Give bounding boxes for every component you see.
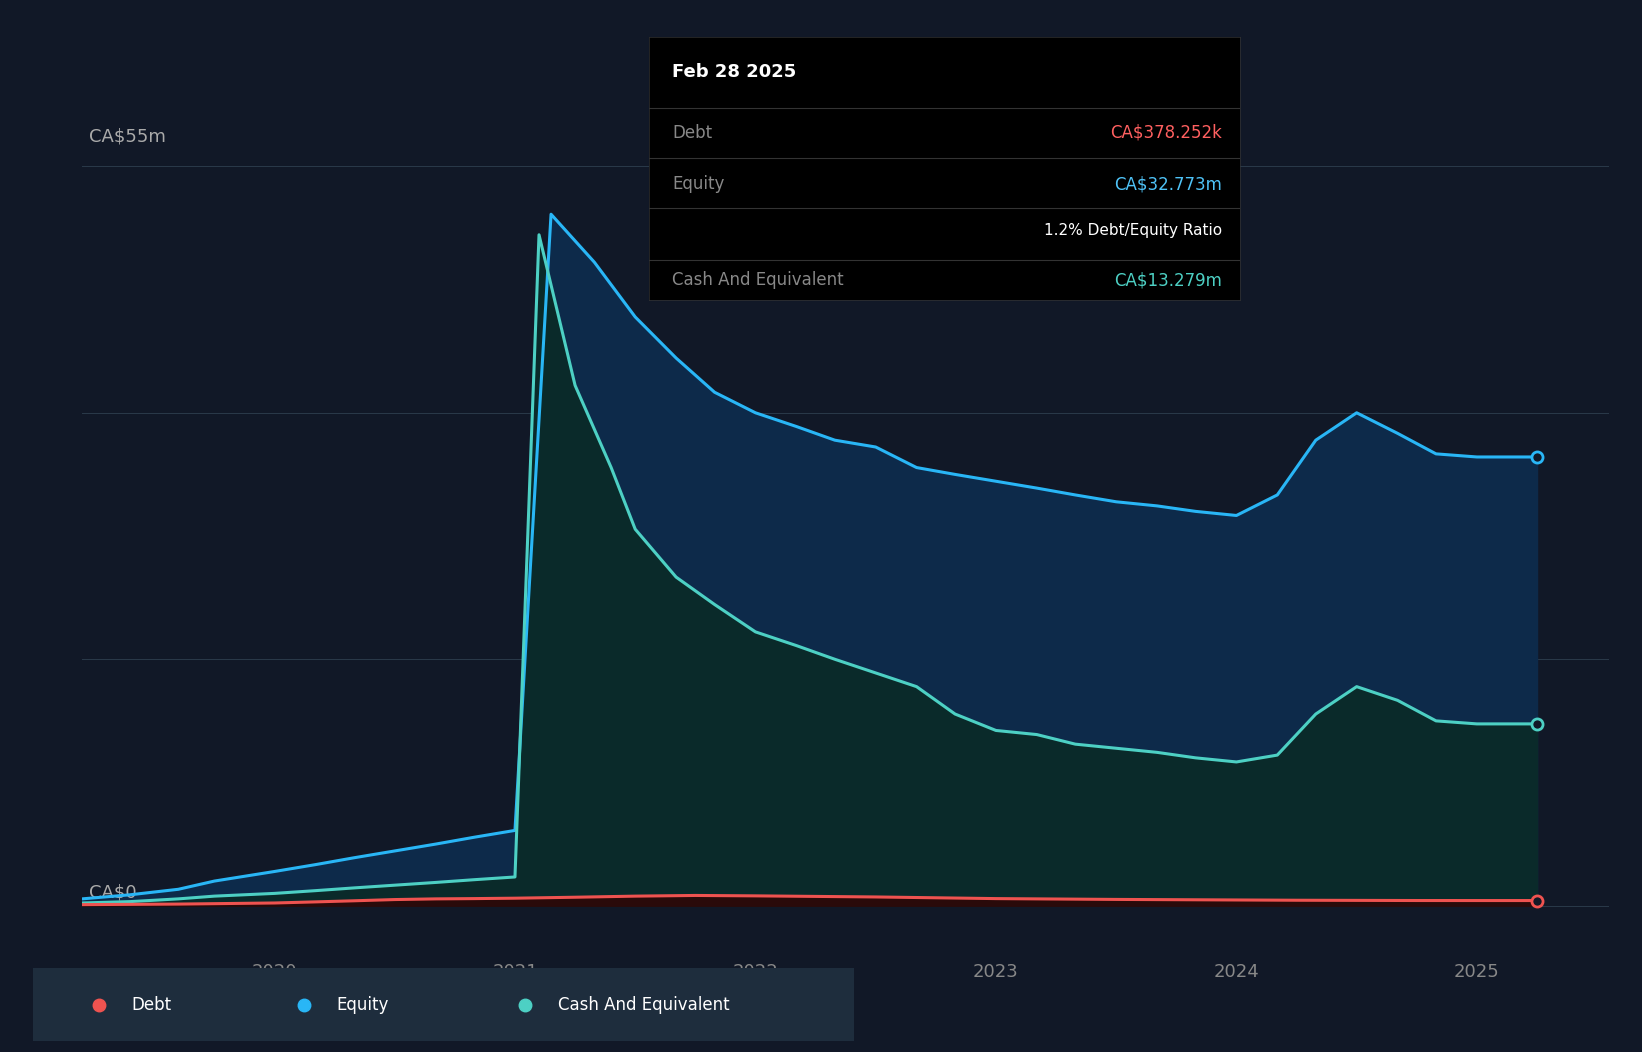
Text: CA$32.773m: CA$32.773m (1115, 175, 1222, 194)
Text: CA$378.252k: CA$378.252k (1110, 124, 1222, 142)
Text: Debt: Debt (131, 995, 171, 1014)
Text: Cash And Equivalent: Cash And Equivalent (558, 995, 731, 1014)
Text: Cash And Equivalent: Cash And Equivalent (672, 271, 844, 289)
Text: 1.2% Debt/Equity Ratio: 1.2% Debt/Equity Ratio (1044, 223, 1222, 238)
Text: Equity: Equity (337, 995, 389, 1014)
Text: CA$55m: CA$55m (89, 127, 166, 146)
Text: CA$13.279m: CA$13.279m (1115, 271, 1222, 289)
Text: Feb 28 2025: Feb 28 2025 (672, 63, 796, 81)
Text: CA$0: CA$0 (89, 883, 136, 901)
Text: Debt: Debt (672, 124, 713, 142)
Text: Equity: Equity (672, 175, 724, 194)
